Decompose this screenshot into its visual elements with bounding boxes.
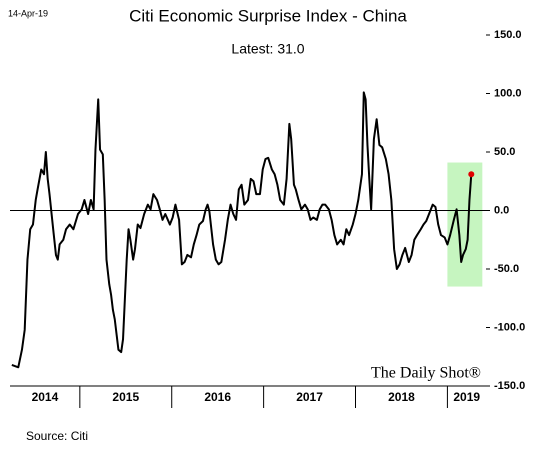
chart-subtitle: Latest: 31.0 xyxy=(231,41,304,57)
date-label: 14-Apr-19 xyxy=(8,8,48,18)
y-tick-label: 0.0 xyxy=(494,204,509,216)
data-line xyxy=(11,91,473,369)
y-tick-label: -100.0 xyxy=(494,321,525,333)
x-tick-label: 2016 xyxy=(204,390,231,404)
watermark: The Daily Shot® xyxy=(371,365,481,382)
x-tick-label: 2019 xyxy=(453,390,480,404)
x-tick-label: 2017 xyxy=(296,390,323,404)
x-tick-label: 2018 xyxy=(388,390,415,404)
y-tick-label: 100.0 xyxy=(494,87,522,99)
x-tick-label: 2014 xyxy=(32,390,59,404)
y-tick-label: -50.0 xyxy=(494,263,519,275)
chart-title: Citi Economic Surprise Index - China xyxy=(129,6,407,25)
y-tick-label: -150.0 xyxy=(494,380,525,392)
x-tick-label: 2015 xyxy=(112,390,139,404)
y-tick-label: 50.0 xyxy=(494,146,515,158)
source-note: Source: Citi xyxy=(26,429,88,443)
latest-marker xyxy=(468,171,475,178)
y-tick-label: 150.0 xyxy=(494,29,522,41)
